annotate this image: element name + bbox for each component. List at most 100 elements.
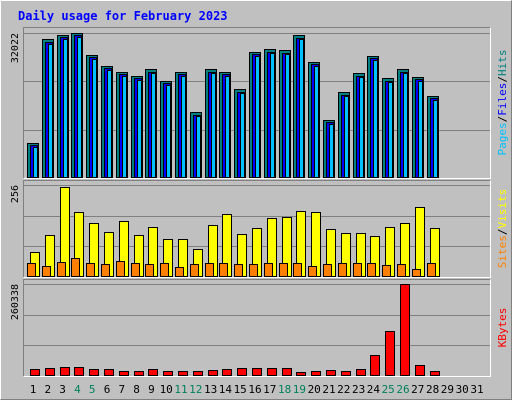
x-tick-label: 9 <box>148 383 155 396</box>
bar-sites <box>382 265 391 277</box>
x-tick-label: 5 <box>89 383 96 396</box>
legend-separator: / <box>496 229 509 236</box>
x-tick-label: 12 <box>189 383 202 396</box>
bar-pages <box>373 60 378 178</box>
bar-pages <box>240 93 245 178</box>
legend-entry-pages: Pages <box>496 122 509 155</box>
bar-pages <box>181 76 186 178</box>
bar-sites <box>71 258 80 277</box>
panel-border-highlight <box>23 27 491 179</box>
bar-sites <box>427 263 436 277</box>
legend-entry-files: Files <box>496 83 509 116</box>
x-tick-label: 18 <box>278 383 291 396</box>
bar-sites <box>323 264 332 277</box>
x-tick-label: 4 <box>74 383 81 396</box>
bar-kbytes <box>119 371 129 376</box>
bar-sites <box>367 263 376 277</box>
bar-kbytes <box>60 367 70 376</box>
bar-pages <box>285 54 290 178</box>
y-scale-label: 260338 <box>10 284 21 320</box>
bar-kbytes <box>267 368 277 376</box>
series-pages <box>33 37 438 178</box>
bar-sites <box>264 263 273 277</box>
x-tick-label: 22 <box>337 383 350 396</box>
legend-entry-sites: Sites <box>496 235 509 268</box>
bar-sites <box>131 263 140 277</box>
bar-pages <box>299 39 304 178</box>
legend-separator: / <box>496 116 509 123</box>
bar-kbytes <box>193 371 203 376</box>
x-tick-label: 6 <box>104 383 111 396</box>
y-axis-legend: KBytes <box>496 308 509 348</box>
bar-pages <box>255 56 260 178</box>
bar-pages <box>418 81 423 178</box>
x-tick-label: 26 <box>396 383 409 396</box>
x-tick-label: 17 <box>263 383 276 396</box>
y-axis-legend: Sites/Visits <box>496 189 509 269</box>
x-tick-label: 30 <box>456 383 469 396</box>
bar-sites <box>412 269 421 277</box>
panel-visits-sites: 256 Sites/Visits <box>10 180 509 278</box>
bar-kbytes <box>134 371 144 376</box>
panel-border-shadow <box>23 180 491 278</box>
x-tick-label: 11 <box>174 383 187 396</box>
bar-kbytes <box>178 371 188 376</box>
bar-kbytes <box>430 371 440 376</box>
series-sites <box>27 258 436 277</box>
bar-sites <box>101 264 110 277</box>
x-tick-label: 21 <box>322 383 335 396</box>
bar-pages <box>314 66 319 178</box>
bar-kbytes <box>311 371 321 376</box>
bar-sites <box>397 264 406 277</box>
bar-pages <box>196 116 201 178</box>
bar-pages <box>344 96 349 178</box>
panel-plot-area <box>23 279 490 376</box>
series-kbytes <box>30 284 440 376</box>
panel-kbytes: 260338 KBytes <box>10 279 509 377</box>
x-tick-label: 10 <box>160 383 173 396</box>
x-tick-label: 25 <box>382 383 395 396</box>
x-tick-label: 16 <box>248 383 261 396</box>
bar-sites <box>279 263 288 277</box>
bar-sites <box>57 262 66 277</box>
bar-pages <box>151 73 156 178</box>
bar-kbytes <box>89 369 99 376</box>
bar-pages <box>137 80 142 178</box>
bar-sites <box>249 264 258 277</box>
bar-kbytes <box>341 371 351 376</box>
bar-kbytes <box>385 331 395 376</box>
legend-entry-kbytes: KBytes <box>496 308 509 348</box>
x-tick-label: 13 <box>204 383 217 396</box>
panel-border-highlight <box>23 180 491 278</box>
bar-pages <box>329 124 334 178</box>
bar-sites <box>145 264 154 277</box>
bar-sites <box>116 261 125 277</box>
bar-sites <box>234 264 243 277</box>
x-tick-label: 31 <box>470 383 483 396</box>
bar-sites <box>175 267 184 277</box>
x-tick-label: 14 <box>219 383 233 396</box>
bar-pages <box>270 53 275 178</box>
y-axis-legend: Pages/Files/Hits <box>496 50 509 156</box>
bar-sites <box>205 263 214 277</box>
chart-panels: 32022Pages/Files/Hits256Sites/Visits2603… <box>10 27 509 377</box>
x-tick-label: 27 <box>411 383 424 396</box>
bar-kbytes <box>30 369 40 376</box>
bar-sites <box>27 263 36 277</box>
bar-visits <box>415 207 425 277</box>
bar-pages <box>211 73 216 178</box>
panel-border-shadow <box>23 279 491 377</box>
bar-pages <box>166 85 171 178</box>
panel-border-highlight <box>23 279 491 377</box>
bar-kbytes <box>415 365 425 376</box>
bar-kbytes <box>370 355 380 376</box>
bar-sites <box>338 263 347 277</box>
bar-kbytes <box>222 369 232 376</box>
panel-border-shadow <box>23 27 491 179</box>
bar-pages <box>225 76 230 178</box>
x-tick-label: 28 <box>426 383 439 396</box>
bar-kbytes <box>400 284 410 376</box>
